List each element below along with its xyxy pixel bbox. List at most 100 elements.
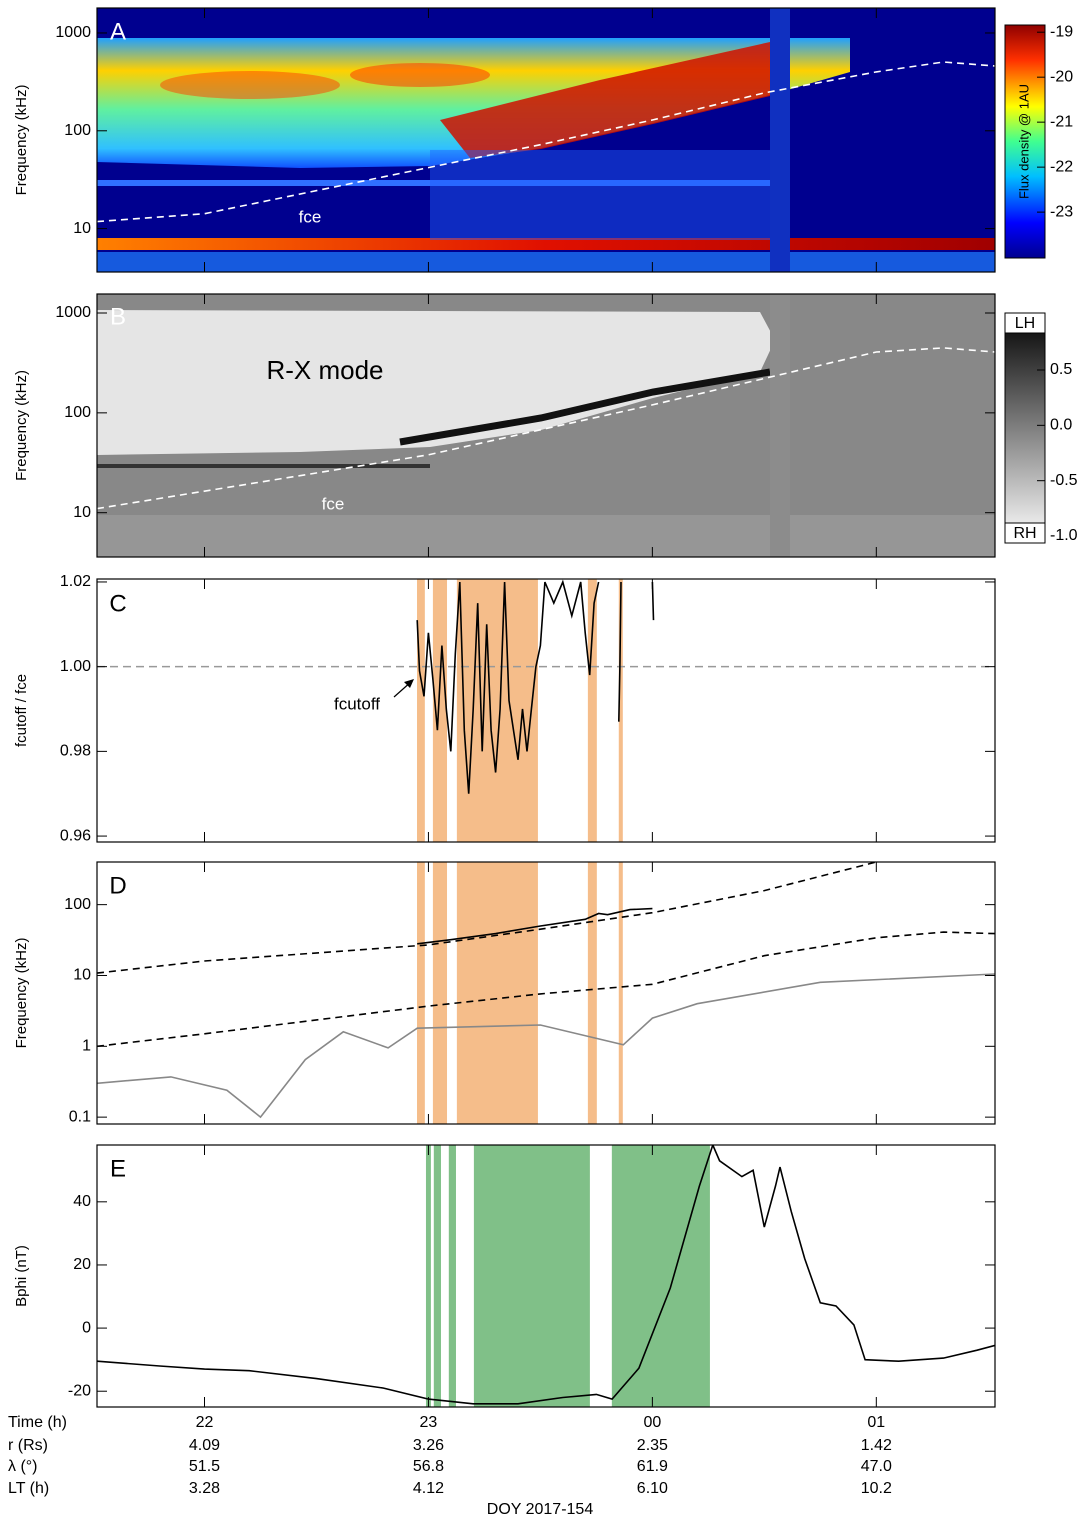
ephemeris-value: 4.12 xyxy=(413,1480,444,1497)
colorbar-end-box xyxy=(1004,522,1046,544)
annotation: fce xyxy=(322,494,345,513)
y-tick-label: 10 xyxy=(73,504,91,521)
ephemeris-label: λ (°) xyxy=(8,1458,38,1475)
series-line xyxy=(417,907,653,945)
y-tick-label: 0.1 xyxy=(69,1108,91,1125)
panel-label: D xyxy=(109,872,126,899)
shaded-interval xyxy=(432,862,448,1124)
gap xyxy=(770,294,790,557)
plot-frame xyxy=(96,7,996,273)
panel-label: B xyxy=(110,303,126,330)
shaded-interval xyxy=(456,862,538,1124)
spectrogram-a xyxy=(97,8,995,272)
spectrogram-b xyxy=(97,294,995,557)
y-tick-label: 20 xyxy=(73,1256,91,1273)
shaded-interval xyxy=(611,1145,710,1407)
ephemeris-value: 61.9 xyxy=(637,1458,668,1475)
colorbar-tick-label: -0.5 xyxy=(1050,472,1078,489)
emission-blob xyxy=(160,71,340,99)
colorbar-tick-label: -20 xyxy=(1050,68,1073,85)
ephemeris-label: LT (h) xyxy=(8,1480,49,1497)
shaded-interval xyxy=(618,862,623,1124)
ephemeris-value: 1.42 xyxy=(861,1437,892,1454)
emission-band xyxy=(399,368,771,446)
ephemeris-value: 56.8 xyxy=(413,1458,444,1475)
shaded-interval xyxy=(417,579,425,842)
x-tick-label: 22 xyxy=(196,1414,214,1431)
series-line xyxy=(97,61,995,223)
series-line xyxy=(97,1145,995,1405)
colorbar xyxy=(1004,24,1046,259)
plot-frame xyxy=(96,293,996,558)
panel-label: E xyxy=(110,1155,126,1182)
y-tick-label: 100 xyxy=(64,896,91,913)
shaded-interval xyxy=(618,579,623,842)
emission-core xyxy=(440,42,770,158)
colorbar xyxy=(1004,312,1046,544)
y-axis-title: Frequency (kHz) xyxy=(13,938,30,1049)
shaded-interval xyxy=(417,862,425,1124)
series-line xyxy=(97,862,877,974)
y-tick-label: 1.02 xyxy=(60,573,91,590)
y-tick-label: 0.98 xyxy=(60,743,91,760)
ephemeris-value: 47.0 xyxy=(861,1458,892,1475)
plot-area xyxy=(97,347,995,510)
band xyxy=(97,252,995,272)
panel-label: C xyxy=(109,590,126,617)
y-tick-label: 1 xyxy=(82,1038,91,1055)
y-tick-label: 0 xyxy=(82,1319,91,1336)
ephemeris-value: 3.28 xyxy=(189,1480,220,1497)
band xyxy=(97,180,777,186)
ephemeris-value: 4.09 xyxy=(189,1437,220,1454)
series-line xyxy=(97,347,995,510)
y-tick-label: 10 xyxy=(73,967,91,984)
plot-area xyxy=(97,862,995,1124)
colorbar-title: Flux density @ 1AU xyxy=(1016,84,1031,199)
y-axis-title: Frequency (kHz) xyxy=(13,370,30,481)
plot-frame xyxy=(96,1144,996,1408)
emission xyxy=(97,310,775,455)
colorbar-tick-label: -21 xyxy=(1050,113,1073,130)
y-tick-label: 40 xyxy=(73,1193,91,1210)
plot-area xyxy=(97,579,995,842)
annotation: fce xyxy=(299,207,322,226)
ephemeris-value: 10.2 xyxy=(861,1480,892,1497)
shaded-interval xyxy=(433,1145,441,1407)
colorbar-tick-label: -22 xyxy=(1050,158,1073,175)
shaded-interval xyxy=(448,1145,456,1407)
colorbar-end-box xyxy=(1004,312,1046,334)
colorbar-end-label: RH xyxy=(1013,525,1036,542)
gap xyxy=(770,8,790,272)
plot-area xyxy=(97,1145,995,1407)
shaded-interval xyxy=(587,862,597,1124)
x-tick-label: 00 xyxy=(643,1414,661,1431)
plot-frame xyxy=(96,578,996,843)
annotation: fcutoff xyxy=(334,694,380,713)
y-tick-label: 100 xyxy=(64,122,91,139)
streaks xyxy=(430,150,770,240)
shaded-interval xyxy=(425,1145,431,1407)
annotation: R-X mode xyxy=(266,355,383,385)
series-line xyxy=(97,973,995,1119)
plot-area xyxy=(97,61,995,223)
ephemeris-value: 51.5 xyxy=(189,1458,220,1475)
shaded-interval xyxy=(456,579,538,842)
ephemeris-value: 6.10 xyxy=(637,1480,668,1497)
emission-blob xyxy=(350,63,490,87)
panel-label: A xyxy=(110,18,126,45)
plot-frame xyxy=(96,861,996,1125)
ephemeris-value: 2.35 xyxy=(637,1437,668,1454)
series-line xyxy=(97,931,995,1048)
shaded-interval xyxy=(432,579,448,842)
colorbar-tick-label: -19 xyxy=(1050,23,1073,40)
x-tick-label: 01 xyxy=(867,1414,885,1431)
y-axis-title: fcutoff / fce xyxy=(13,674,30,747)
annotation-arrowhead xyxy=(404,679,414,688)
y-tick-label: -20 xyxy=(68,1382,91,1399)
colorbar-tick-label: -23 xyxy=(1050,203,1073,220)
y-tick-label: 10 xyxy=(73,220,91,237)
y-tick-label: 1000 xyxy=(55,24,91,41)
ephemeris-label: r (Rs) xyxy=(8,1437,48,1454)
colorbar-tick-label: -1.0 xyxy=(1050,527,1078,544)
